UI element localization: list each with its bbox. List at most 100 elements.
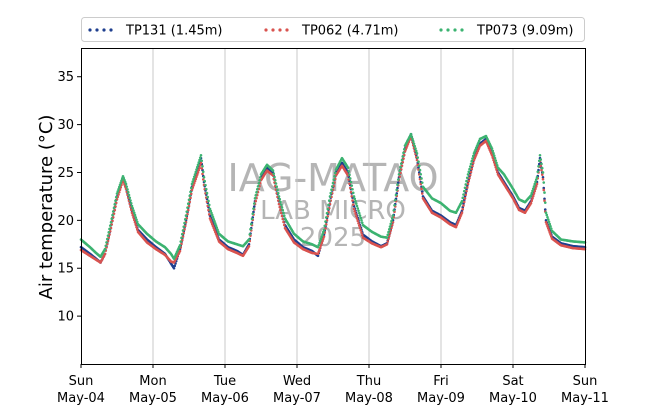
data-point <box>462 193 465 196</box>
data-point <box>415 158 419 162</box>
data-point <box>356 207 360 210</box>
data-point <box>354 212 357 215</box>
data-point <box>353 197 357 201</box>
data-point <box>281 208 285 212</box>
data-point <box>420 187 423 191</box>
x-tick-label-day: Sun <box>573 374 598 389</box>
data-point <box>495 161 498 165</box>
x-tick-label-date: May-08 <box>345 391 393 406</box>
series-tp073 <box>79 132 587 260</box>
data-point <box>205 191 209 195</box>
legend-frame <box>81 17 585 42</box>
data-point <box>322 228 326 232</box>
data-point <box>103 252 107 256</box>
data-point <box>530 199 534 203</box>
data-point <box>333 175 336 178</box>
data-point <box>274 182 278 185</box>
data-point <box>132 218 136 222</box>
data-point <box>199 161 203 165</box>
data-point <box>532 185 536 188</box>
data-point <box>418 168 422 172</box>
data-point <box>494 159 498 162</box>
data-point <box>400 158 404 162</box>
legend-marker <box>95 28 99 32</box>
data-point <box>460 199 464 203</box>
data-point <box>463 186 467 190</box>
data-point <box>192 181 196 185</box>
data-point <box>249 227 252 231</box>
data-point <box>537 164 540 168</box>
data-point <box>203 179 207 183</box>
data-point <box>492 158 495 162</box>
data-point <box>548 222 552 226</box>
data-point <box>252 205 256 208</box>
data-point <box>410 135 414 138</box>
data-point <box>114 199 117 203</box>
data-point <box>247 244 251 248</box>
data-point <box>350 195 354 198</box>
data-point <box>180 236 183 240</box>
data-point <box>389 222 393 226</box>
data-point <box>279 203 283 206</box>
data-point <box>420 192 424 195</box>
watermark: IAG-MATAO LAB MICRO 2025 <box>227 156 438 253</box>
data-point <box>115 192 119 195</box>
data-point <box>465 179 468 183</box>
data-point <box>538 153 542 157</box>
data-point <box>542 188 546 192</box>
data-point <box>105 237 109 241</box>
data-point <box>462 204 465 207</box>
data-point <box>124 182 128 186</box>
legend: TP131 (1.45m) TP062 (4.71m) TP073 (9.09m) <box>81 17 585 42</box>
data-point <box>319 237 323 240</box>
data-point <box>195 173 199 176</box>
data-point <box>321 232 324 236</box>
data-point <box>114 195 118 199</box>
data-point <box>399 162 403 165</box>
data-point <box>461 207 465 211</box>
y-tick-label: 25 <box>57 166 74 181</box>
data-point <box>349 190 353 194</box>
data-point <box>531 194 535 198</box>
data-point <box>193 179 197 183</box>
data-point <box>258 176 262 179</box>
data-point <box>331 181 335 185</box>
data-point <box>111 210 115 213</box>
x-tick-label-date: May-10 <box>489 391 537 406</box>
data-point <box>195 168 198 171</box>
data-point <box>135 218 138 221</box>
data-point <box>132 216 135 219</box>
data-point <box>393 198 397 202</box>
data-point <box>471 157 474 160</box>
data-point <box>535 175 539 179</box>
data-point <box>543 201 547 204</box>
data-point <box>493 163 497 167</box>
data-point <box>462 189 466 193</box>
data-point <box>207 212 211 216</box>
data-point <box>198 164 202 167</box>
x-tick-label-date: May-07 <box>273 391 321 406</box>
data-point <box>179 240 183 243</box>
data-point <box>491 149 495 153</box>
data-point <box>249 222 253 226</box>
data-points <box>79 132 587 270</box>
data-point <box>411 137 414 141</box>
data-point <box>540 166 544 170</box>
data-point <box>251 212 255 216</box>
data-point <box>547 229 551 232</box>
data-point <box>282 220 285 224</box>
data-point <box>531 189 534 193</box>
data-point <box>282 214 286 217</box>
data-point <box>118 183 122 187</box>
data-point <box>385 243 389 246</box>
data-point <box>420 190 424 193</box>
data-point <box>536 170 540 174</box>
data-point <box>492 154 496 158</box>
data-point <box>198 158 201 162</box>
data-point <box>398 169 402 173</box>
data-point <box>549 233 552 236</box>
data-point <box>322 235 326 238</box>
data-point <box>328 195 332 198</box>
data-point <box>529 194 533 197</box>
legend-label: TP131 (1.45m) <box>125 24 222 39</box>
